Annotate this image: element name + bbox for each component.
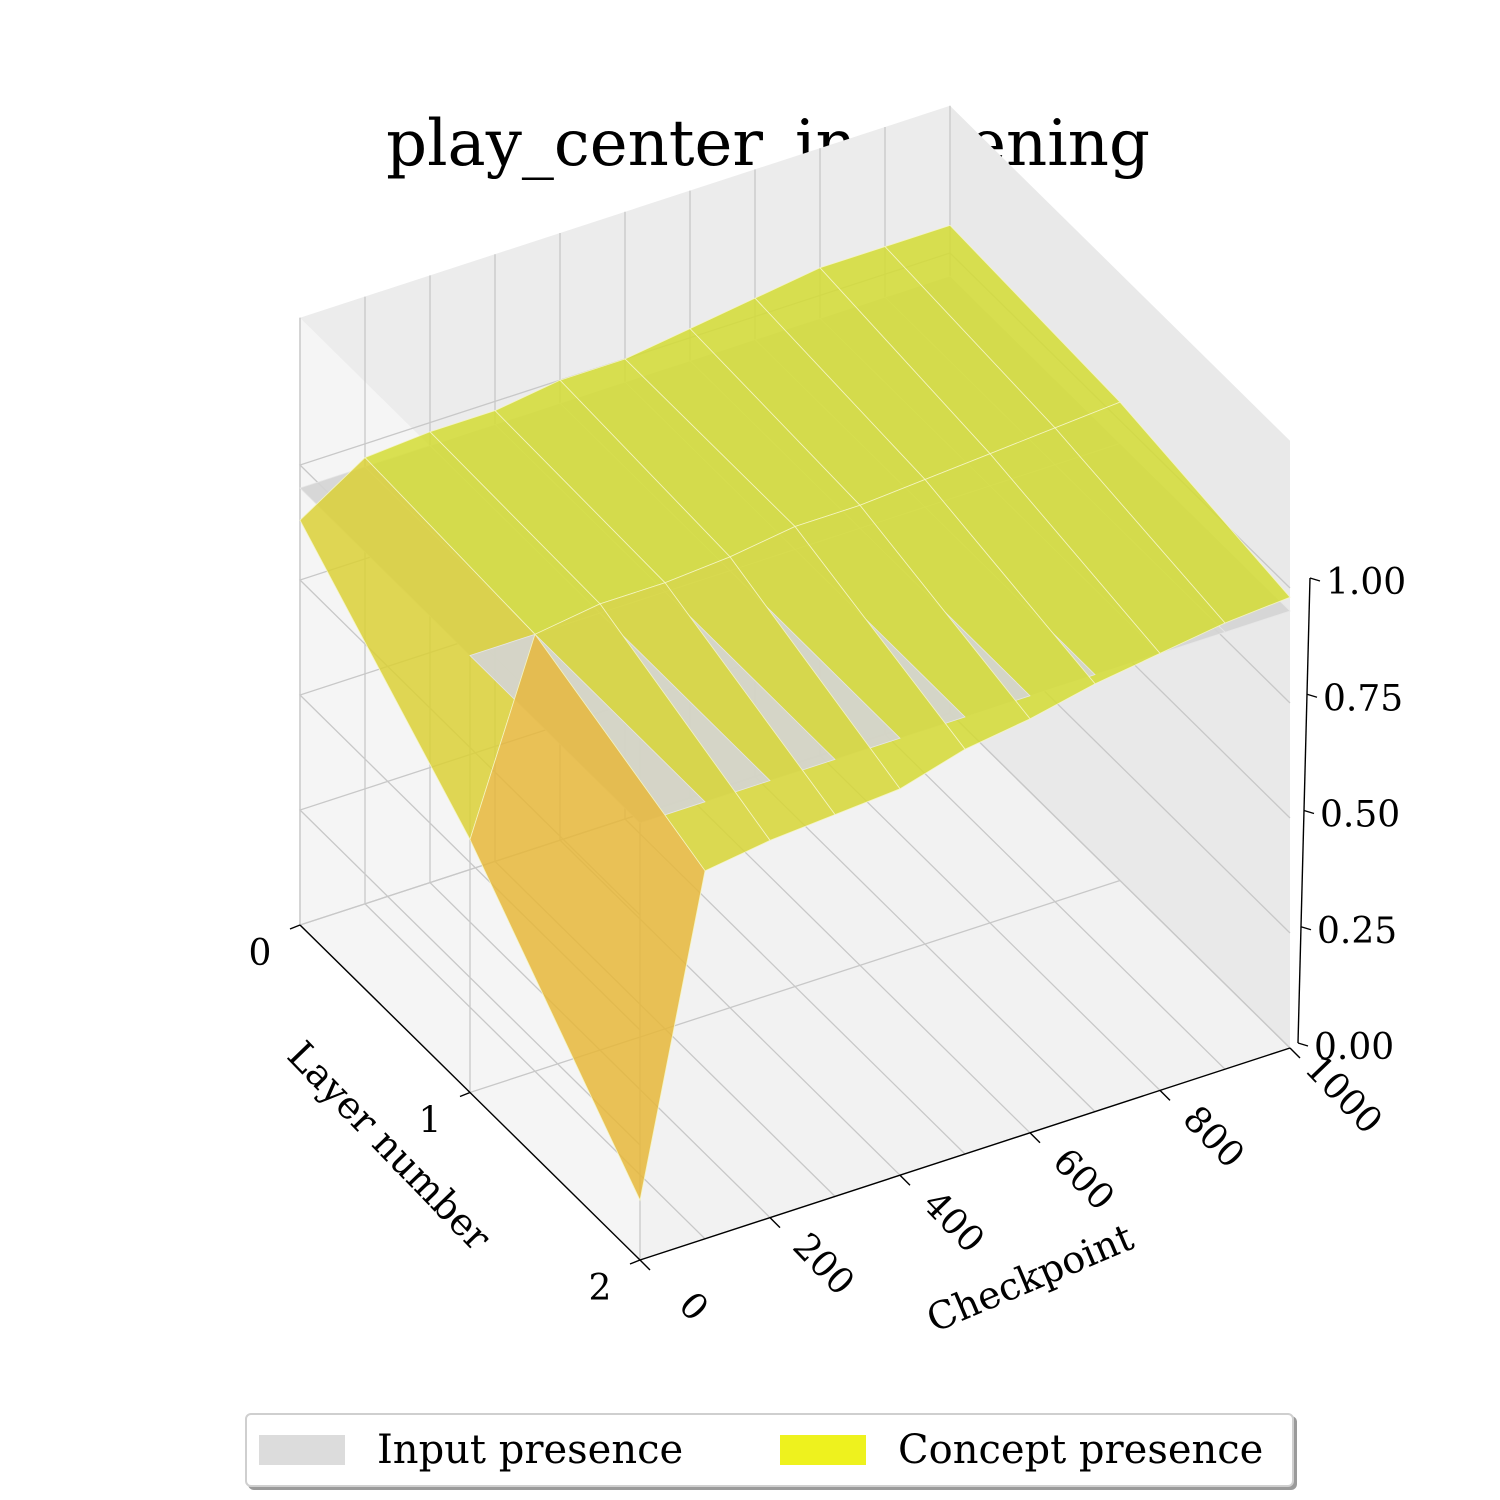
surfaces bbox=[299, 224, 1291, 1202]
legend: Input presence Concept presence bbox=[245, 1413, 1294, 1487]
z-tick-mark bbox=[1300, 926, 1312, 931]
z-tick-label: 0.75 bbox=[1323, 678, 1403, 719]
x-tick-mark bbox=[899, 1174, 911, 1186]
x-axis-line bbox=[639, 1047, 1291, 1261]
z-tick-label: 0.00 bbox=[1314, 1027, 1394, 1068]
legend-item-concept: Concept presence bbox=[780, 1415, 1263, 1485]
x-tick-mark bbox=[639, 1259, 651, 1271]
z-tick-mark bbox=[1306, 693, 1318, 698]
x-tick-label: 0 bbox=[671, 1285, 716, 1330]
y-tick-mark bbox=[629, 1259, 641, 1265]
x-tick-mark bbox=[1159, 1089, 1171, 1101]
z-tick-label: 0.25 bbox=[1317, 911, 1397, 952]
y-tick-mark bbox=[289, 924, 301, 930]
x-tick-mark bbox=[1289, 1047, 1301, 1059]
x-tick-label: 200 bbox=[785, 1226, 862, 1304]
concept-surface-cell bbox=[469, 633, 706, 1202]
y-tick-label: 0 bbox=[249, 933, 272, 974]
z-tick-mark bbox=[1297, 1042, 1309, 1047]
legend-label-concept: Concept presence bbox=[898, 1427, 1264, 1473]
legend-swatch-concept bbox=[780, 1435, 866, 1465]
legend-item-input: Input presence bbox=[259, 1415, 683, 1485]
x-tick-mark bbox=[769, 1217, 781, 1229]
y-tick-mark bbox=[459, 1091, 471, 1098]
x-tick-label: 600 bbox=[1045, 1141, 1122, 1219]
z-tick-label: 0.50 bbox=[1320, 795, 1400, 836]
legend-swatch-input bbox=[259, 1435, 345, 1465]
z-tick-mark bbox=[1303, 809, 1315, 815]
x-tick-label: 400 bbox=[915, 1183, 992, 1261]
axes bbox=[289, 577, 1321, 1271]
x-tick-label: 800 bbox=[1175, 1098, 1252, 1176]
z-tick-label: 1.00 bbox=[1326, 562, 1406, 603]
legend-label-input: Input presence bbox=[377, 1427, 684, 1473]
y-tick-label: 1 bbox=[419, 1101, 442, 1142]
y-tick-label: 2 bbox=[589, 1268, 612, 1309]
x-tick-mark bbox=[1029, 1132, 1041, 1144]
z-tick-mark bbox=[1309, 577, 1321, 582]
